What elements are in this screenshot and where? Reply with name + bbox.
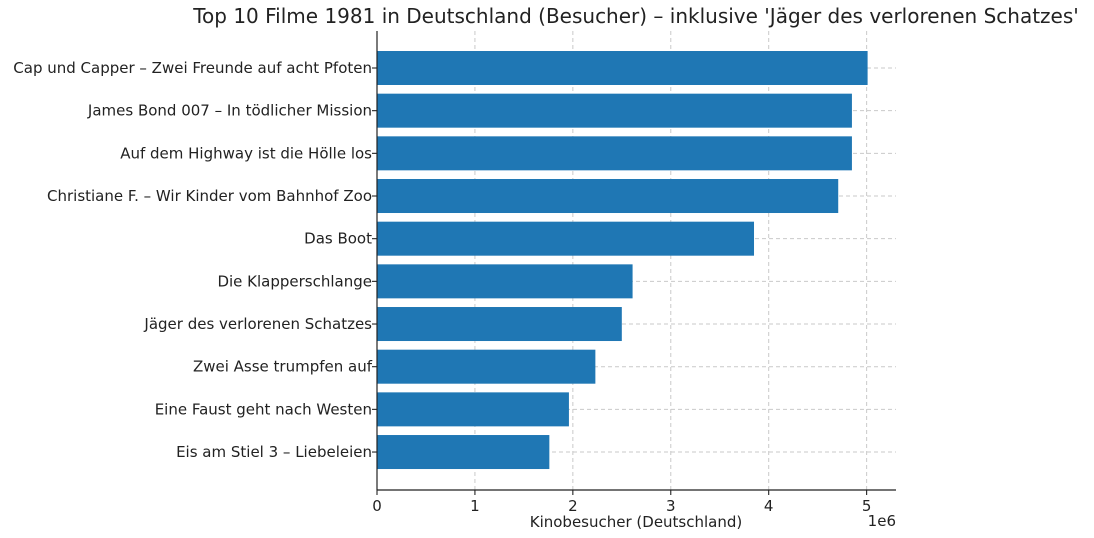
bar	[377, 221, 755, 256]
y-tick-label: Auf dem Highway ist die Hölle los	[120, 144, 372, 162]
y-tick-label: Eis am Stiel 3 – Liebeleien	[176, 443, 372, 461]
x-tick-label: 0	[372, 497, 382, 515]
x-tick-label: 1	[470, 497, 480, 515]
x-tick-label: 2	[568, 497, 578, 515]
label-layer: 0 1 2 3 4 5 Cap und Capper – Zwei Freunde auf …	[13, 59, 871, 515]
x-tick-label: 5	[862, 497, 872, 515]
x-axis-label: Kinobesucher (Deutschland)	[530, 513, 743, 531]
chart-title: Top 10 Filme 1981 in Deutschland (Besuch…	[192, 4, 1079, 28]
bar	[377, 51, 868, 85]
x-axis-scale-label: 1e6	[868, 512, 896, 530]
bar	[377, 264, 633, 299]
axis-layer	[372, 31, 896, 495]
x-tick-label: 3	[666, 497, 676, 515]
bar	[377, 93, 852, 128]
y-tick-label: Cap und Capper – Zwei Freunde auf acht P…	[13, 59, 372, 77]
y-tick-label: Die Klapperschlange	[217, 272, 372, 290]
bar-layer	[377, 51, 868, 470]
x-tick-label: 4	[764, 497, 774, 515]
y-tick-label: Christiane F. – Wir Kinder vom Bahnhof Z…	[47, 187, 372, 205]
bar	[377, 307, 622, 342]
y-tick-label: Eine Faust geht nach Westen	[155, 400, 372, 418]
y-tick-label: Zwei Asse trumpfen auf	[193, 358, 373, 376]
y-tick-label: Das Boot	[304, 230, 372, 248]
bar	[377, 136, 852, 171]
bar	[377, 349, 596, 384]
bar	[377, 435, 550, 470]
y-tick-label: Jäger des verlorenen Schatzes	[143, 315, 372, 333]
bar	[377, 392, 569, 427]
bar	[377, 179, 839, 214]
y-tick-label: James Bond 007 – In tödlicher Mission	[87, 102, 372, 120]
